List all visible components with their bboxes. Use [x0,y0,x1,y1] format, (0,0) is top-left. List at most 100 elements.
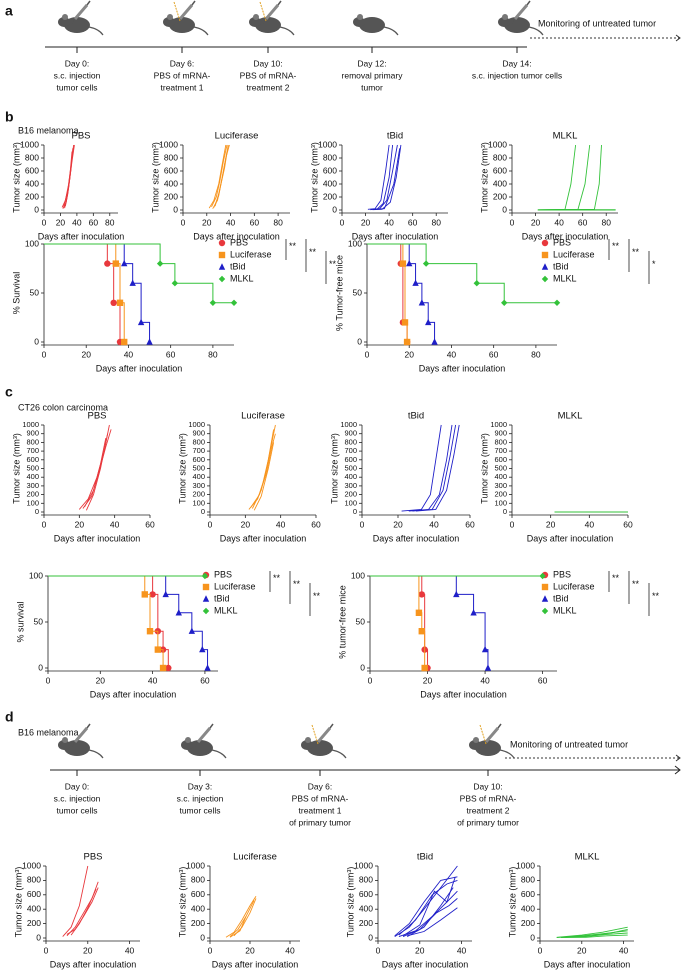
growth-line [402,898,458,938]
marker [159,664,167,672]
axis-line [367,576,557,672]
y-tick-label: 0 [34,204,39,214]
legend-label: Luciferase [553,249,595,259]
marker [406,259,413,267]
mouse-icon [468,736,515,759]
y-tick-label: 900 [192,429,205,438]
significance-label: ** [612,241,620,251]
y-tick-label: 600 [521,889,535,899]
marker [209,299,217,306]
significance-label: ** [632,247,640,257]
y-axis-label: Tumor size (mm³) [11,142,21,213]
legend-label: Luciferase [553,581,595,591]
marker [539,572,546,580]
marker [175,609,182,616]
x-axis-label: Days after inoculation [522,231,609,241]
legend-marker [218,239,226,247]
timeline-text: s.c. injection [54,70,101,80]
x-tick-label: 20 [404,349,414,359]
y-tick-label: 50 [34,616,44,626]
axis-line [375,866,472,942]
panel-label: b [5,109,14,125]
y-tick-label: 800 [26,437,39,446]
marker [204,664,211,671]
marker [121,338,128,346]
significance-label: ** [612,573,620,583]
y-tick-label: 900 [26,429,39,438]
legend-marker [202,583,210,591]
marker [470,609,477,616]
axis-line [537,866,634,942]
x-tick-label: 0 [208,945,213,955]
significance-label: ** [273,573,281,583]
x-tick-label: 20 [415,945,425,955]
marker [431,338,438,345]
x-tick-label: 0 [42,217,47,227]
timeline-arrow [674,765,681,775]
y-tick-label: 0 [530,932,535,942]
significance-label: ** [289,241,297,251]
monitoring-label: Monitoring of untreated tumor [510,739,628,749]
y-tick-label: 800 [521,875,535,885]
section-title: B16 melanoma [18,727,79,737]
chart-title: MLKL [553,131,578,142]
marker [129,279,136,286]
timeline-text: removal primary [342,70,404,80]
y-tick-label: 100 [25,238,39,248]
legend-label: tBid [230,261,246,271]
y-tick-label: 200 [27,918,41,928]
y-axis-label: Tumor size (mm³) [345,867,355,938]
timeline-text: tumor cells [56,805,97,815]
x-tick-label: 20 [75,519,85,529]
y-tick-label: 600 [344,455,357,464]
chart-title: PBS [71,131,90,142]
y-tick-label: 200 [191,918,205,928]
y-tick-label: 600 [493,165,507,175]
y-tick-label: 400 [493,178,507,188]
timeline-text: tumor cells [179,805,220,815]
significance-label: ** [293,579,301,589]
y-tick-label: 600 [323,165,337,175]
x-tick-label: 20 [96,675,106,685]
x-tick-label: 20 [361,217,371,227]
marker [553,299,561,306]
x-axis-label: Days after inoculation [382,959,469,969]
axis-line [364,244,557,346]
marker [418,591,425,598]
y-tick-label: 200 [323,191,337,201]
growth-line [560,934,628,939]
legend-label: MLKL [214,605,238,615]
y-tick-label: 200 [494,490,507,499]
y-tick-label: 400 [27,903,41,913]
growth-line [401,424,442,512]
y-tick-label: 500 [344,463,357,472]
y-tick-label: 100 [29,570,43,580]
y-tick-label: 1000 [488,139,507,149]
y-tick-label: 0 [200,932,205,942]
legend-marker [541,275,549,283]
x-tick-label: 20 [577,945,587,955]
marker [425,318,432,326]
y-tick-label: 700 [494,446,507,455]
timeline-text: Day 6: [308,781,333,791]
timeline-text: PBS of mRNA- [292,793,349,803]
y-tick-label: 1000 [22,860,41,870]
y-tick-label: 0 [368,932,373,942]
y-tick-label: 400 [26,472,39,481]
x-tick-label: 20 [81,349,91,359]
chart-title: PBS [87,411,106,422]
y-tick-label: 600 [25,165,39,175]
y-axis-label: Tumor size (mm³) [150,142,160,213]
y-tick-label: 600 [191,889,205,899]
timeline-text: treatment 2 [467,805,510,815]
axis-line [509,425,628,516]
growth-line [82,429,112,509]
y-axis-label: % Survival [11,272,21,315]
growth-line [537,144,591,211]
marker [171,280,179,287]
growth-line [62,865,89,937]
growth-line [556,926,628,938]
x-tick-label: 60 [408,217,418,227]
timeline-text: Day 12: [357,58,386,68]
x-tick-label: 20 [423,675,433,685]
